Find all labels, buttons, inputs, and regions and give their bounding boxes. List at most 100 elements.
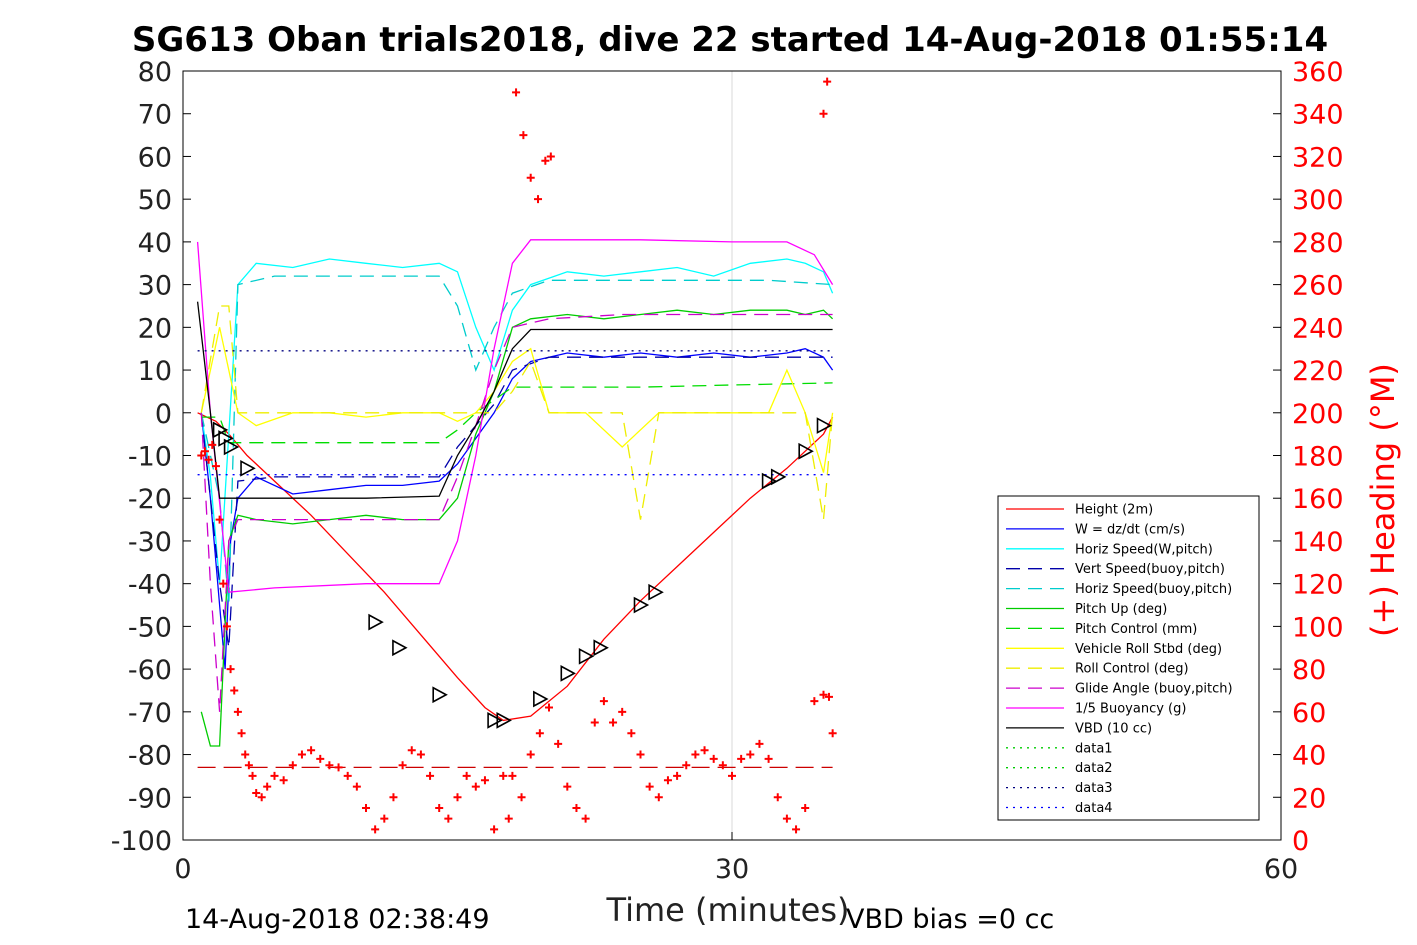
heading-point <box>764 754 773 763</box>
y-tick-label: -30 <box>128 527 172 558</box>
y2-tick-label: 40 <box>1292 741 1326 772</box>
heading-point <box>307 746 316 755</box>
heading-point <box>398 761 407 770</box>
heading-point <box>389 793 398 802</box>
y2-tick-label: 260 <box>1292 271 1344 302</box>
y-tick-label: -80 <box>128 741 172 772</box>
heading-point <box>554 739 563 748</box>
dive-marker <box>212 421 229 439</box>
x-axis-label: Time (minutes) <box>606 891 850 929</box>
heading-point <box>200 447 209 456</box>
heading-point <box>297 750 306 759</box>
dive-markers <box>212 417 833 729</box>
heading-point <box>819 690 828 699</box>
dive-marker <box>593 639 609 657</box>
series-line-horiz-speed-w-pitch- <box>200 258 834 584</box>
dive-marker <box>770 468 787 486</box>
y-tick-label: 20 <box>138 313 172 344</box>
heading-point <box>746 750 755 759</box>
heading-point <box>728 771 736 780</box>
y-tick-label: 80 <box>138 57 172 88</box>
legend-entry-label: Horiz Speed(buoy,pitch) <box>1075 582 1232 597</box>
heading-point <box>526 750 535 759</box>
y-tick-label: 70 <box>138 100 172 131</box>
heading-point <box>480 776 489 785</box>
heading-point <box>244 761 253 770</box>
legend-entry-label: Glide Angle (buoy,pitch) <box>1075 682 1233 697</box>
legend-entry-label: 1/5 Buoyancy (g) <box>1075 702 1186 717</box>
legend-box <box>997 495 1260 821</box>
heading-point <box>792 825 801 834</box>
heading-point <box>535 729 544 738</box>
legend-entry-label: data4 <box>1075 801 1113 816</box>
heading-point <box>782 814 791 823</box>
y-tick-label: -50 <box>128 612 172 643</box>
heading-point <box>709 754 718 763</box>
heading-point <box>499 771 508 780</box>
heading-point <box>426 771 435 780</box>
heading-point <box>352 782 361 791</box>
legend-entry-label: Roll Control (deg) <box>1075 662 1189 677</box>
y2-tick-label: 340 <box>1292 100 1344 131</box>
dive-marker <box>578 647 595 665</box>
y2-tick-label: 360 <box>1292 57 1344 88</box>
dive-marker <box>368 613 384 631</box>
left-y-axis: 80 70 60 50 40 30 20 10 0 -10 -20 -30 -40 -50 -60 -70 -8… <box>111 57 1281 857</box>
y2-tick-label: 20 <box>1292 783 1326 814</box>
legend-entry-label: VBD (10 cc) <box>1075 721 1152 736</box>
heading-point <box>219 579 228 588</box>
y2-tick-label: 60 <box>1292 698 1326 729</box>
heading-point <box>572 803 581 812</box>
series-line-horiz-speed-buoy-pitch- <box>200 275 833 606</box>
legend-entry-label: Vehicle Roll Stbd (deg) <box>1075 642 1222 657</box>
series-line-w-dz-dt-cm-s- <box>200 348 834 670</box>
legend-entry-label: Horiz Speed(W,pitch) <box>1075 542 1213 557</box>
dive-marker <box>218 430 234 447</box>
legend-entry-label: data3 <box>1075 781 1113 796</box>
heading-point <box>718 761 727 770</box>
right-y-axis: 3603403203002802602402202001801601401201… <box>1292 57 1344 857</box>
heading-point <box>512 88 521 97</box>
y-tick-label: -20 <box>128 484 172 515</box>
y2-tick-label: 180 <box>1292 442 1344 473</box>
heading-point <box>490 825 499 834</box>
series-line-glide-angle-buoy-pitch- <box>200 313 833 712</box>
heading-point <box>362 803 370 812</box>
heading-point <box>343 771 352 780</box>
dive-marker <box>533 690 549 708</box>
heading-point <box>773 793 782 802</box>
heading-point <box>222 622 231 631</box>
heading-point <box>563 782 572 791</box>
dive-marker <box>761 472 778 490</box>
legend-entry-label: data2 <box>1075 761 1113 776</box>
legend-entry-label: W = dz/dt (cm/s) <box>1075 522 1185 537</box>
series-line-1-5-buoyancy-g- <box>196 239 834 593</box>
heading-point <box>737 754 746 763</box>
heading-point <box>546 152 555 161</box>
y2-tick-label: 120 <box>1292 570 1344 601</box>
series-line-height-2m- <box>197 412 834 722</box>
heading-point <box>435 803 444 812</box>
dive-marker <box>560 665 576 682</box>
footer-timestamp: 14-Aug-2018 02:38:49 <box>185 904 490 935</box>
y2-tick-label: 240 <box>1292 313 1344 344</box>
heading-point <box>645 782 654 791</box>
x-tick-label: 0 <box>174 854 191 885</box>
y-tick-label: 50 <box>138 185 172 216</box>
y-tick-label: -90 <box>128 783 172 814</box>
heading-point <box>519 131 528 140</box>
heading-point <box>407 746 416 755</box>
heading-point <box>504 814 513 823</box>
dive-marker <box>392 639 408 657</box>
heading-point <box>257 793 266 802</box>
dive-marker <box>432 686 448 704</box>
heading-point <box>517 793 526 802</box>
heading-point <box>263 782 272 791</box>
heading-point <box>810 697 819 706</box>
heading-point <box>663 776 672 785</box>
heading-point <box>581 814 590 823</box>
y2-tick-label: 140 <box>1292 527 1344 558</box>
heading-point <box>590 718 599 727</box>
heading-point <box>627 729 636 738</box>
